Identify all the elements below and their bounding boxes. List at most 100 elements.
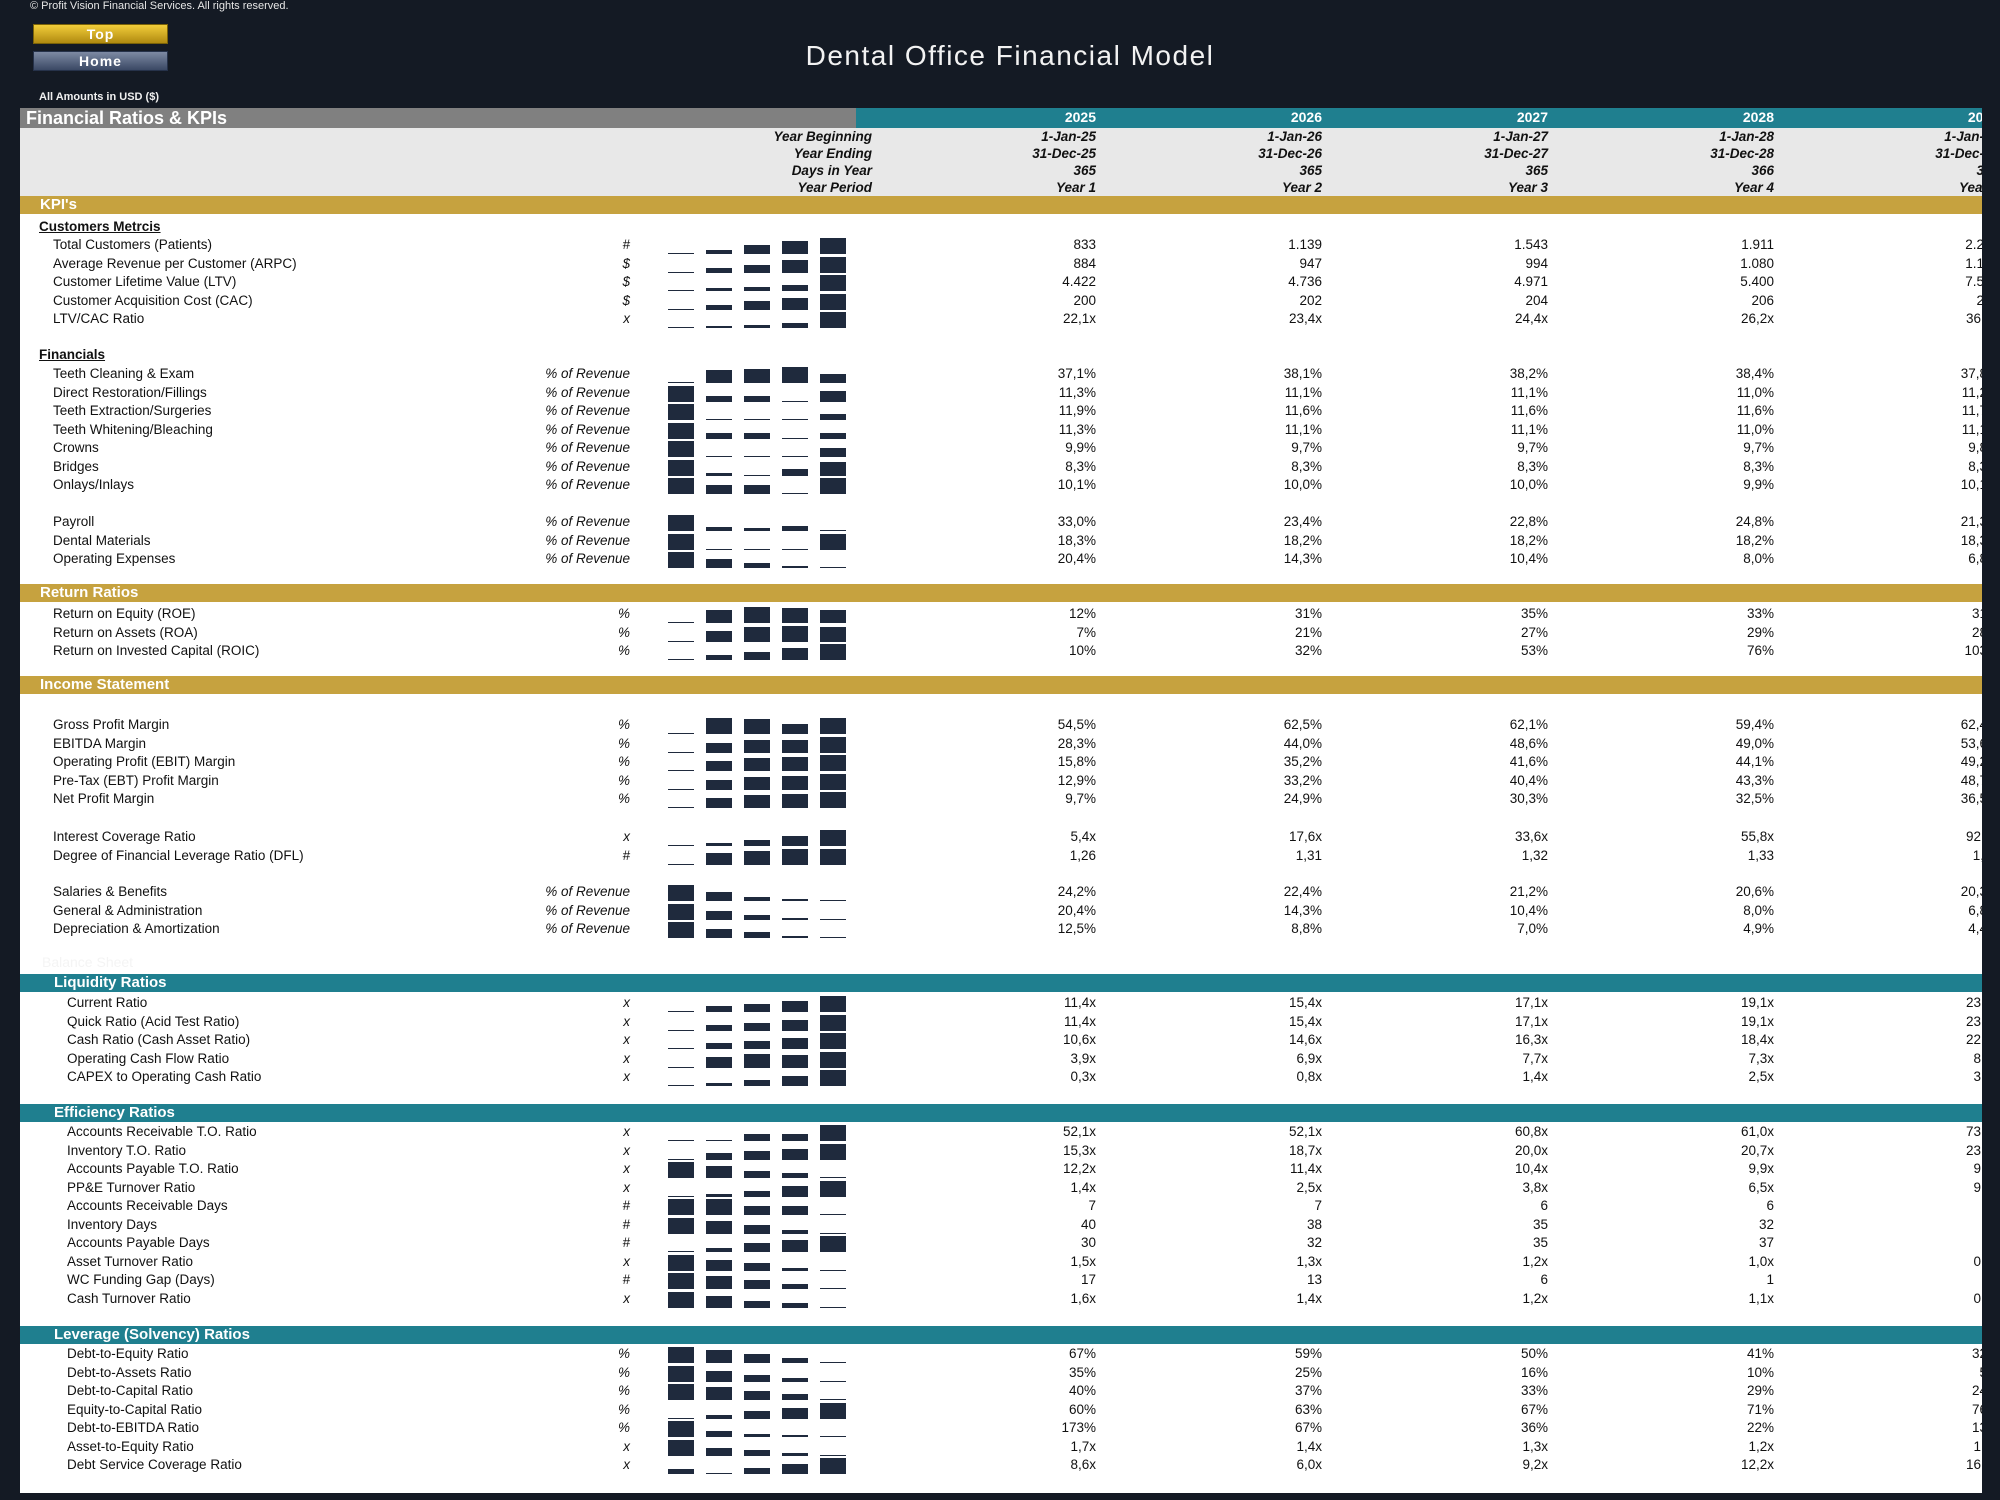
ratio-value: 38,2% <box>1509 366 1548 381</box>
ratio-label: Depreciation & Amortization <box>53 921 220 936</box>
period-value: 1-Jan-27 <box>1493 129 1548 144</box>
ratio-value: (5) <box>1819 1272 1982 1287</box>
ratio-value: 36,3x <box>1965 311 1982 326</box>
sparkline-bar <box>782 297 808 310</box>
ratio-value: 19,1x <box>1740 1013 1774 1029</box>
ratio-value: 994 <box>1525 255 1548 271</box>
ratio-value: 173% <box>1061 1420 1096 1435</box>
ratio-value: 9,7% <box>1291 440 1322 455</box>
ratio-value: 60,8x <box>1514 1124 1548 1139</box>
sparkline-bar <box>782 548 808 550</box>
sparkline-bar <box>744 474 770 476</box>
year-header: 2028 <box>1742 109 1774 125</box>
sparkline <box>668 1068 868 1086</box>
sparkline-bar <box>820 432 846 439</box>
ratio-value: 14,3% <box>1283 551 1322 566</box>
sparkline-bar <box>744 548 770 550</box>
ratio-value: 1,3x <box>1522 1438 1548 1454</box>
ratio-value: 14,6x <box>1288 1032 1322 1047</box>
ratio-unit: % of Revenue <box>545 458 630 474</box>
year-header-bar: 2025 2026 2027 2028 2029 <box>856 108 1982 128</box>
ratio-label: Accounts Payable T.O. Ratio <box>67 1161 239 1176</box>
ratio-unit: % <box>617 754 630 769</box>
sparkline <box>668 847 868 865</box>
ratio-value: 13 <box>1306 1272 1322 1287</box>
sparkline <box>668 1050 868 1068</box>
ratio-unit: $ <box>622 274 630 289</box>
home-button[interactable]: Home <box>33 51 168 71</box>
sparkline-bar <box>782 400 808 402</box>
sparkline <box>668 532 868 550</box>
sparkline-bar <box>706 1199 732 1215</box>
sparkline-bar <box>706 1447 732 1456</box>
sparkline-bar <box>820 1402 846 1419</box>
sparkline-bar <box>744 395 770 402</box>
period-value: 365 <box>1819 163 1982 178</box>
sparkline-bar <box>706 1166 732 1178</box>
sparkline-bar <box>744 528 770 531</box>
ratio-value: 40,4% <box>1509 772 1548 788</box>
sparkline-bar <box>782 1267 808 1271</box>
sparkline-bar <box>744 840 770 846</box>
band-kpis: KPI's <box>20 196 1982 214</box>
ratio-value: 1,0x <box>1748 1253 1774 1269</box>
ratio-value: 4.736 <box>1288 274 1322 289</box>
ratio-value: 3,9x <box>1070 1050 1096 1066</box>
ratio-value: 2,5x <box>1296 1179 1322 1195</box>
sparkline-bar <box>706 852 732 865</box>
ratio-row: Accounts Payable Days #30 32 35 37 40 <box>20 1234 1982 1252</box>
sparkline-bar <box>668 1291 694 1308</box>
ratio-unit: x <box>623 1161 630 1176</box>
ratio-value: 31% <box>1294 606 1322 621</box>
ratio-value: 8,0% <box>1743 902 1774 918</box>
sparkline <box>668 365 868 383</box>
ratio-unit: # <box>622 1198 630 1213</box>
period-value: Year 3 <box>1507 180 1548 195</box>
ratio-value: 76% <box>1971 1401 1982 1417</box>
sparkline-bar <box>668 385 694 402</box>
period-value: Year 5 <box>1958 180 1982 195</box>
ratio-unit: % of Revenue <box>545 384 630 400</box>
sparkline-bar <box>744 1300 770 1308</box>
ratio-value: 1,4x <box>1070 1179 1096 1195</box>
ratio-value: 54,5% <box>1057 717 1096 732</box>
sparkline-bar <box>706 456 732 457</box>
ratio-value: 32% <box>1294 643 1322 658</box>
sparkline-bar <box>706 1220 732 1234</box>
sparkline-bar <box>820 626 846 642</box>
ratio-value: 33,0% <box>1057 514 1096 529</box>
ratio-label: Degree of Financial Leverage Ratio (DFL) <box>53 847 304 863</box>
ratio-unit: % <box>617 1401 630 1417</box>
sparkline <box>668 402 868 420</box>
section-heading-row: Customers Metrcis <box>20 218 1982 236</box>
sparkline-bar <box>744 1434 770 1437</box>
sparkline-bar <box>706 1056 732 1068</box>
ratio-value: 11,4x <box>1289 1161 1322 1176</box>
sparkline <box>668 1401 868 1419</box>
sparkline-bar <box>668 751 694 753</box>
ratio-value: 10,4% <box>1509 551 1548 566</box>
ratio-unit: % of Revenue <box>545 514 630 529</box>
sparkline-bar <box>668 659 694 660</box>
ratio-value: 52,1x <box>1062 1124 1096 1139</box>
ratio-value: 7 <box>1314 1198 1322 1213</box>
sparkline-bar <box>706 742 732 753</box>
ratio-value: 11,6% <box>1284 403 1322 418</box>
sparkline-bar <box>782 648 808 660</box>
top-button[interactable]: Top <box>33 24 168 44</box>
sparkline-bar <box>782 1240 808 1252</box>
ratio-unit: x <box>623 1290 630 1306</box>
ratio-value: 11,6% <box>1736 403 1774 418</box>
sparkline-bar <box>744 264 770 273</box>
ratio-value: 10,1% <box>1057 477 1096 492</box>
ratio-value: 31% <box>1971 606 1982 621</box>
sparkline-bar <box>782 493 808 494</box>
sparkline-bar <box>706 485 732 494</box>
sparkline <box>668 624 868 642</box>
sparkline-bar <box>820 937 846 938</box>
sparkline-bar <box>820 238 846 254</box>
ratio-value: 62,1% <box>1509 717 1548 732</box>
sparkline-bar <box>668 1417 694 1419</box>
ratio-value: 1,3x <box>1296 1253 1322 1269</box>
ratio-value: 8,3% <box>1065 458 1096 474</box>
